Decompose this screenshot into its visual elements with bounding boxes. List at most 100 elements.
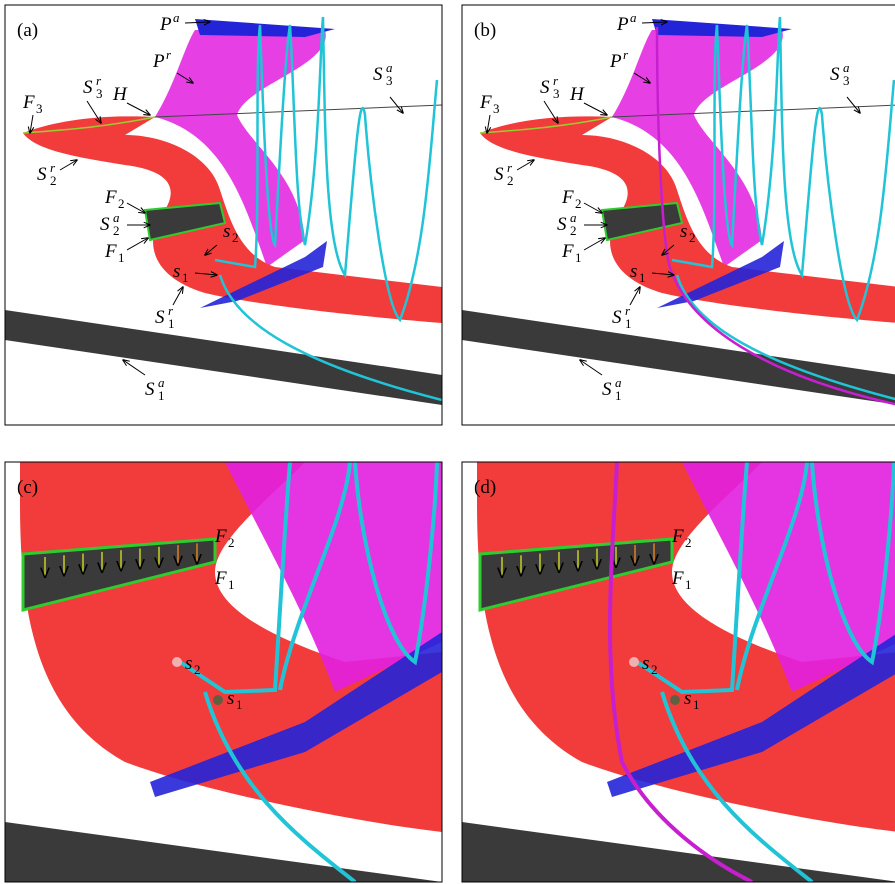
annotation-subscript: 1	[685, 577, 692, 592]
panel-label: (a)	[17, 20, 38, 41]
annotation-label: s	[684, 688, 691, 709]
annotation-label: H	[112, 84, 128, 105]
panel-label: (d)	[474, 477, 496, 498]
annotation-arrow	[60, 160, 77, 170]
annotation-label: F	[479, 92, 492, 113]
annotation-label: F	[214, 568, 227, 589]
annotation-label: F	[561, 241, 574, 262]
annotation-subscript: 3	[493, 101, 500, 116]
annotation-label: S	[373, 64, 383, 85]
annotation-subscript: 2	[194, 662, 201, 677]
annotation-subscript: 3	[843, 73, 850, 88]
annotation-label: P	[152, 51, 165, 72]
annotation-subscript: 1	[615, 388, 622, 403]
annotation-subscript: 1	[182, 270, 189, 285]
annotation-label: s	[173, 261, 180, 282]
annotation-subscript: 3	[36, 101, 43, 116]
annotation-subscript: 1	[693, 697, 700, 712]
annotation-arrow	[630, 287, 640, 305]
annotation-label: S	[557, 214, 567, 235]
annotation-arrow	[847, 97, 860, 113]
annotation-label: S	[37, 164, 47, 185]
annotation-subscript: 3	[553, 86, 560, 101]
attracting-sheet-top	[195, 19, 335, 37]
annotation-label: S	[612, 307, 622, 328]
annotation-label: S	[100, 214, 110, 235]
annotation-label: P	[159, 14, 172, 35]
annotation-label: s	[642, 653, 649, 674]
panel: (b)PaPrSa3Sr3HF3Sr2F2Sa2F1s2s1Sr1Sa1	[462, 5, 895, 425]
annotation-label: s	[223, 221, 230, 242]
annotation-label: F	[561, 187, 574, 208]
annotation-arrow	[127, 203, 145, 213]
annotation-label: S	[540, 77, 550, 98]
annotation-label: S	[494, 164, 504, 185]
annotation-label: F	[671, 526, 684, 547]
annotation-subscript: 2	[575, 196, 582, 211]
panel-label: (b)	[474, 20, 496, 41]
annotation-subscript: 2	[118, 196, 125, 211]
annotation-subscript: 2	[689, 230, 696, 245]
annotation-label: F	[104, 187, 117, 208]
annotation-label: S	[155, 307, 165, 328]
annotation-label: P	[616, 14, 629, 35]
annotation-subscript: 1	[168, 316, 175, 331]
annotation-arrow	[584, 238, 605, 250]
annotation-arrow	[123, 360, 145, 375]
annotation-arrow	[173, 287, 183, 305]
annotation-label: S	[830, 64, 840, 85]
annotation-subscript: 3	[386, 73, 393, 88]
annotation-arrow	[127, 238, 148, 250]
annotation-subscript: 2	[228, 535, 235, 550]
annotation-subscript: 3	[96, 86, 103, 101]
annotation-subscript: 1	[158, 388, 165, 403]
annotation-label: S	[83, 77, 93, 98]
annotation-subscript: 2	[507, 173, 514, 188]
panel: (a)PaPrSa3Sr3HF3Sr2F2Sa2F1s2s1Sr1Sa1	[5, 5, 442, 425]
equilibrium-s1	[670, 695, 680, 705]
annotation-label: s	[630, 261, 637, 282]
equilibrium-s2	[629, 657, 639, 667]
annotation-label: F	[671, 568, 684, 589]
annotation-arrow	[580, 360, 602, 375]
annotation-subscript: 2	[50, 173, 57, 188]
annotation-superscript: a	[173, 10, 180, 25]
annotation-label: S	[602, 379, 612, 400]
annotation-arrow	[127, 103, 150, 115]
equilibrium-s2	[172, 657, 182, 667]
annotation-subscript: 1	[228, 577, 235, 592]
annotation-subscript: 2	[651, 662, 658, 677]
slow-manifold-s1a	[462, 310, 895, 405]
annotation-arrow	[584, 103, 607, 115]
annotation-arrow	[390, 97, 403, 113]
annotation-arrow	[517, 160, 534, 170]
annotation-label: s	[227, 688, 234, 709]
annotation-arrow	[584, 203, 602, 213]
annotation-label: F	[104, 241, 117, 262]
annotation-subscript: 1	[625, 316, 632, 331]
annotation-subscript: 1	[639, 270, 646, 285]
annotation-label: s	[185, 653, 192, 674]
panel-label: (c)	[17, 477, 38, 498]
annotation-label: S	[145, 379, 155, 400]
slow-manifold-s1a	[5, 822, 442, 884]
attracting-sheet-top	[652, 19, 792, 37]
figure: (a)PaPrSa3Sr3HF3Sr2F2Sa2F1s2s1Sr1Sa1(b)P…	[0, 0, 895, 884]
annotation-superscript: r	[623, 47, 629, 62]
annotation-subscript: 1	[236, 697, 243, 712]
annotation-subscript: 1	[118, 250, 125, 265]
panel: (c)F2F1s2s1	[5, 462, 442, 884]
annotation-label: H	[569, 84, 585, 105]
annotation-subscript: 1	[575, 250, 582, 265]
annotation-superscript: a	[630, 10, 637, 25]
annotation-subscript: 2	[685, 535, 692, 550]
annotation-label: F	[22, 92, 35, 113]
annotation-label: s	[680, 221, 687, 242]
annotation-label: P	[609, 51, 622, 72]
equilibrium-s1	[213, 695, 223, 705]
slow-manifold-s1a	[5, 310, 442, 405]
annotation-label: F	[214, 526, 227, 547]
annotation-subscript: 2	[113, 223, 120, 238]
annotation-subscript: 2	[570, 223, 577, 238]
